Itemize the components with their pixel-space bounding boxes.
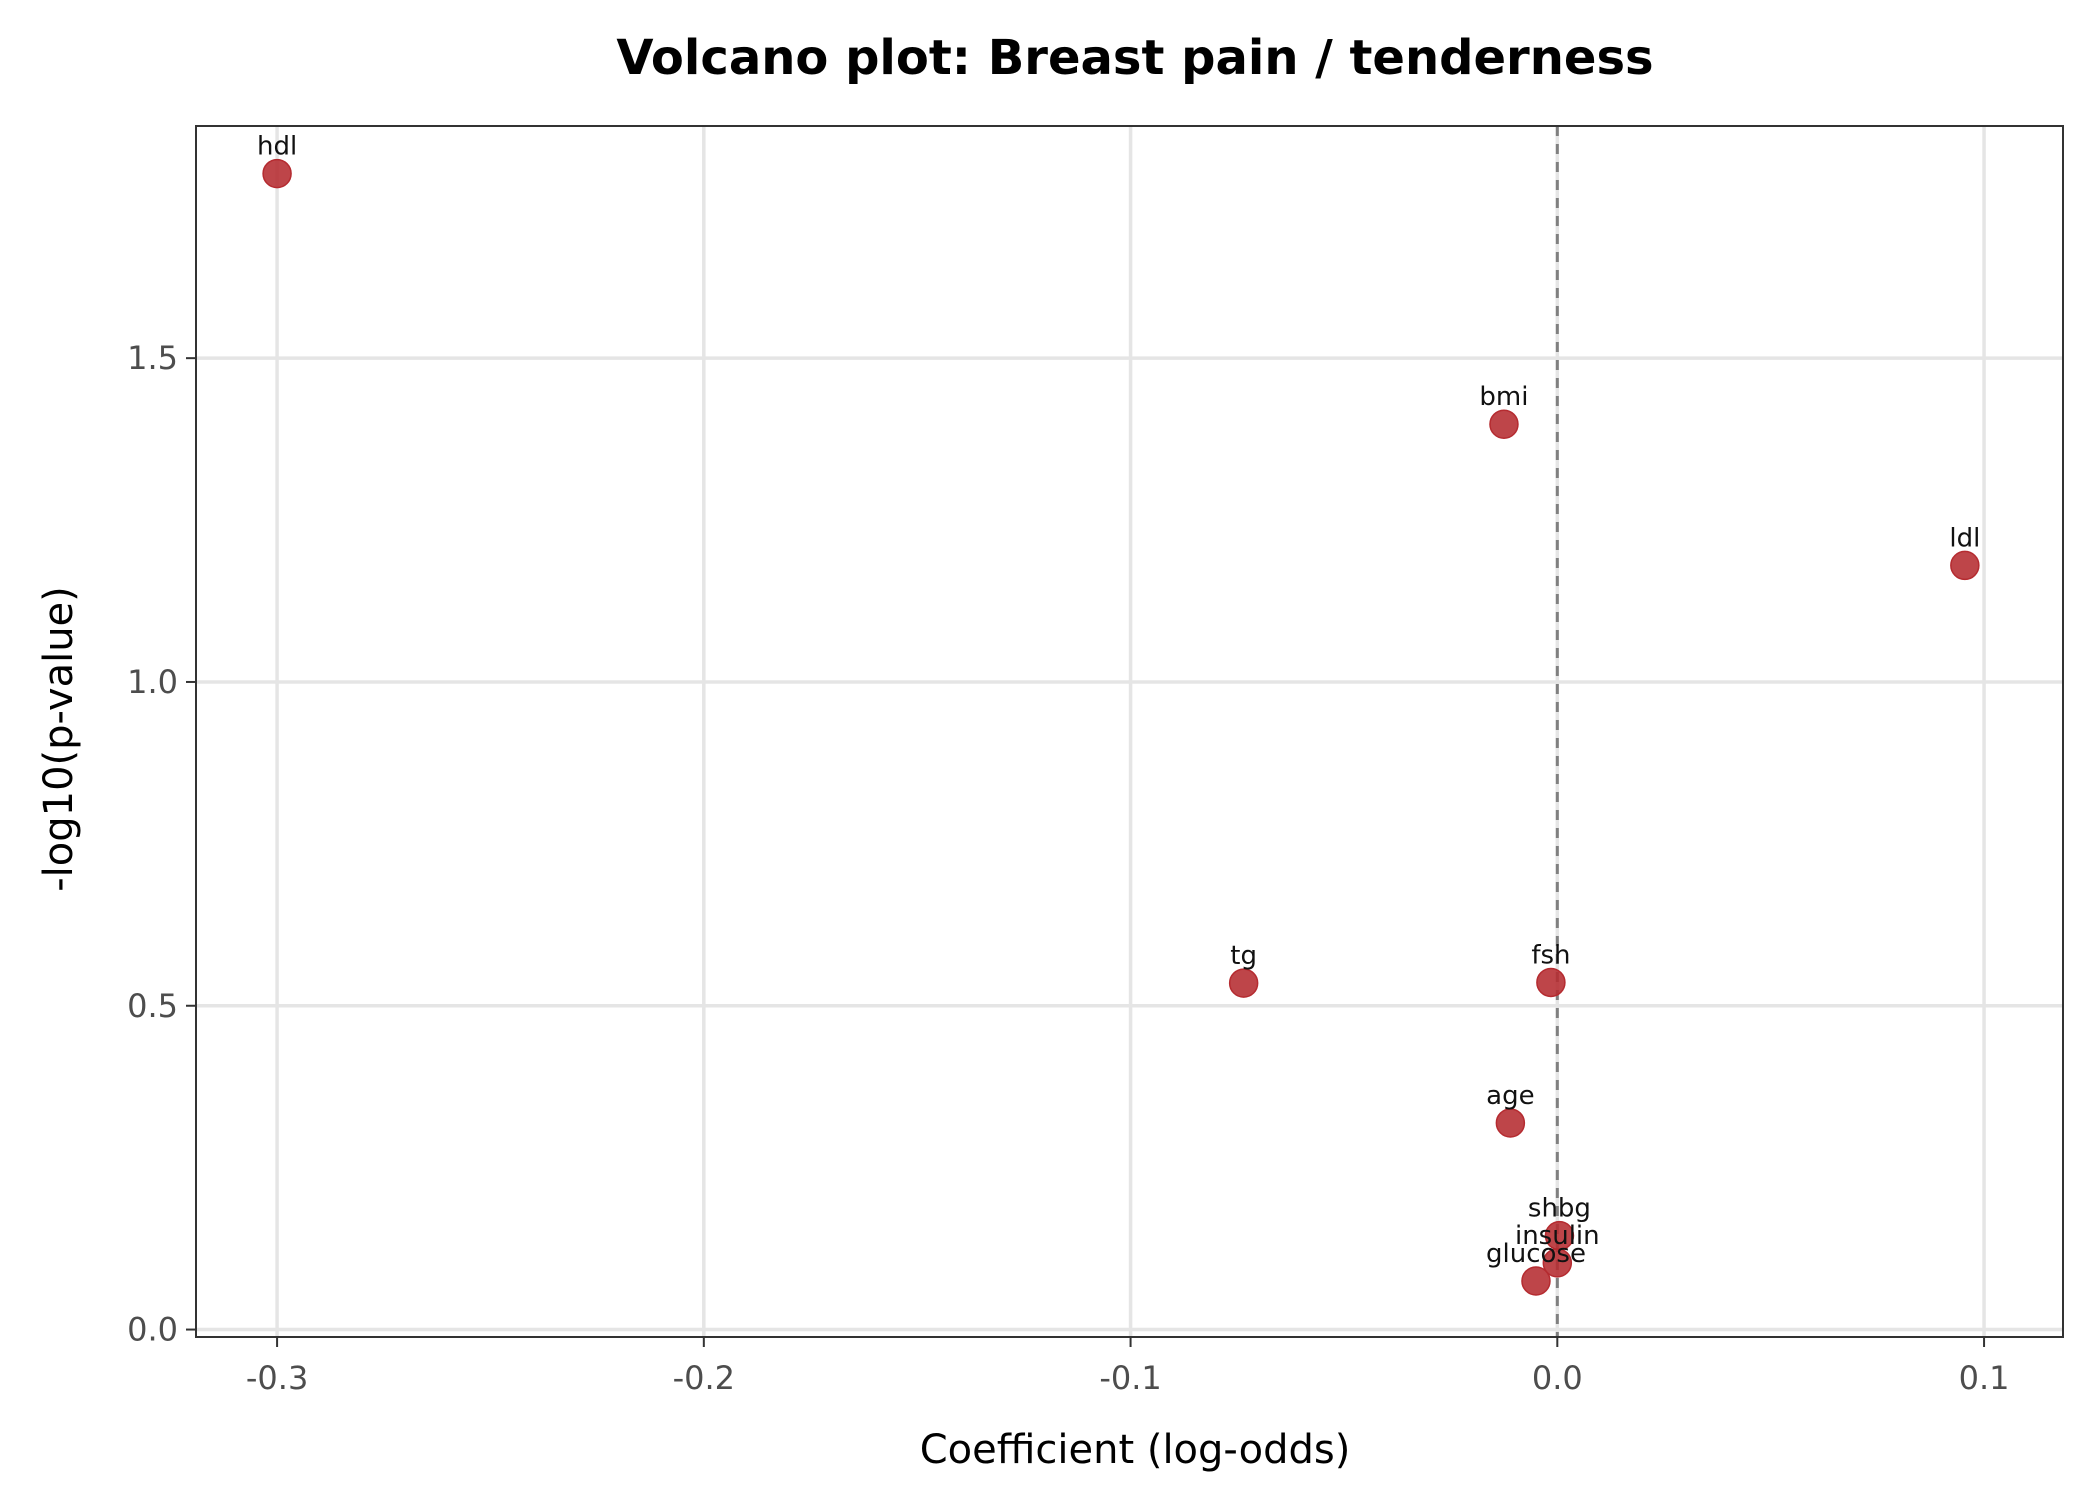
x-tick-label: -0.1 [1099, 1359, 1161, 1397]
x-tick-label: 0.0 [1532, 1359, 1583, 1397]
point-bmi [1489, 409, 1519, 439]
point-label-hdl: hdl [257, 132, 297, 162]
point-label-insulin: insulin [1515, 1221, 1600, 1251]
x-tick-label: -0.2 [673, 1359, 735, 1397]
y-tick-label: 0.0 [127, 1311, 178, 1349]
x-tick-label: 0.1 [1959, 1359, 2010, 1397]
point-label-age: age [1486, 1081, 1534, 1111]
y-tick-label: 1.0 [127, 663, 178, 701]
point-label-glucose: glucose [1486, 1239, 1586, 1269]
point-glucose [1521, 1266, 1551, 1296]
plot-frame [195, 125, 2064, 1338]
point-ldl [1950, 550, 1980, 581]
axis-ticks: -0.3 -0.2 -0.1 0.0 0.1 0.0 0.5 1.0 1.5 [127, 339, 2009, 1397]
point-age [1495, 1108, 1526, 1138]
point-insulin [1542, 1248, 1573, 1278]
point-hdl [262, 158, 292, 189]
grid [196, 126, 2063, 1337]
y-tick-label: 1.5 [127, 339, 178, 377]
point-tg [1228, 968, 1259, 998]
point-fsh [1536, 967, 1566, 998]
x-tick-label: -0.3 [246, 1359, 308, 1397]
points-group [262, 158, 1980, 1296]
point-label-bmi: bmi [1479, 382, 1528, 412]
y-axis-label: -log10(p-value) [36, 586, 82, 892]
point-label-ldl: ldl [1949, 523, 1980, 553]
point-label-tg: tg [1230, 941, 1257, 971]
point-label-shbg: shbg [1528, 1194, 1591, 1224]
x-axis-label: Coefficient (log-odds) [920, 1427, 1351, 1473]
y-tick-label: 0.5 [127, 987, 178, 1025]
chart-title: Volcano plot: Breast pain / tenderness [616, 30, 1653, 86]
point-label-fsh: fsh [1531, 940, 1570, 970]
